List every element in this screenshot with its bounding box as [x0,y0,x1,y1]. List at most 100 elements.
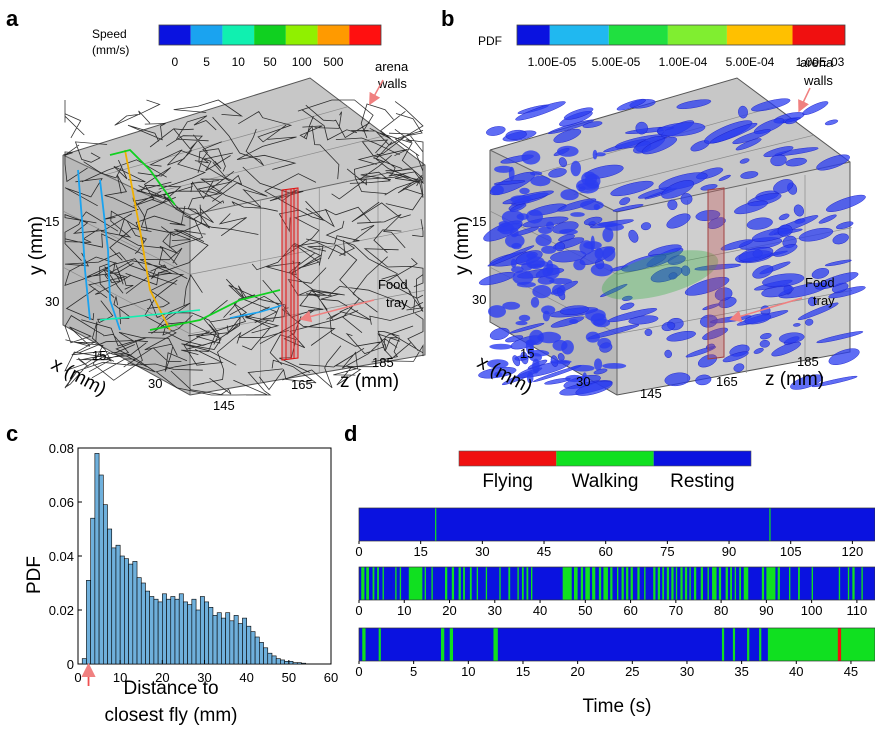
pdf-blob [684,276,730,296]
histogram-ytick-label: 0 [67,657,74,672]
histogram-bar [292,662,298,665]
food-tray-b [707,187,725,360]
speed-colorbar-tick: 50 [263,55,277,69]
ethogram-xlabel: Time (s) [583,696,652,717]
speed-colorbar: 0 5 10 50 100 500 [158,24,382,69]
panel-d: d Flying Walking Resting 0 15 30 45 60 75 90 105 1… [344,421,875,717]
y-tick-a-15: 15 [45,214,59,229]
pdf-blob [530,175,551,187]
pdf-blob [773,244,798,257]
pdf-blob [512,270,534,285]
box-a-top [63,78,425,215]
pdf-blob [509,323,545,334]
pdf-blob [537,276,555,285]
histogram-bar [170,596,176,665]
histogram-xtick-label: 10 [113,670,127,685]
z-axis-label-b: z (mm) [765,369,824,390]
trajectory-veryfast [124,149,171,331]
pdf-blob [610,180,654,197]
pdf-blob [793,204,804,217]
pdf-blob [552,339,568,351]
ethogram-walking-bout [811,567,813,600]
pdf-blob [509,227,519,238]
pdf-blob [759,339,770,348]
ethogram-walking-bout [366,567,369,600]
ethogram-walking-bout [372,567,375,600]
pdf-colorbar: 1.00E-05 5.00E-05 1.00E-04 5.00E-04 1.00E-03 [516,24,846,69]
pdf-blob [602,227,614,243]
histogram-bar [98,474,104,665]
pdf-blob [785,157,807,167]
speed-colorbar-tick: 10 [232,55,246,69]
pdf-blob [661,180,695,199]
histogram-bar [216,612,222,665]
ethogram-walking-bout [610,567,613,600]
speed-legend-title-1: Speed [92,27,127,41]
ethogram-tick-label: 100 [801,603,823,618]
pdf-blob [667,255,686,265]
pdf-blob [542,263,560,280]
ethogram-tick-label: 15 [516,664,530,679]
pdf-blob [502,301,521,310]
pdf-blob [722,351,749,363]
box-a-grid [62,106,426,383]
box-a-edge-2 [189,164,426,216]
ethogram-flying-bout [837,628,842,661]
pdf-blob [541,245,557,254]
histogram-xtick-label: 30 [197,670,211,685]
speed-colorbar-segment [285,25,318,45]
annot-walls-b-2: walls [803,73,833,88]
pdf-blob [511,242,522,250]
behavior-legend: Flying Walking Resting [458,450,752,492]
ethogram-tick-label: 35 [734,664,748,679]
ethogram-walking-bout [574,567,578,600]
ethogram-tick-label: 60 [598,544,612,559]
pdf-blob [526,253,537,259]
trajectory-fast [77,169,91,321]
pdf-blob [489,343,513,350]
pdf-blob [762,273,805,288]
pdf-blob [751,98,791,112]
pdf-blob [628,229,639,243]
ethogram-walking-bout [637,567,640,600]
pdf-blob [583,216,603,226]
pdf-blob [529,353,542,362]
box-a-left [63,155,190,395]
ethogram-walking-bout [508,567,511,600]
ethogram-walking-bout [424,567,426,600]
ethogram-walking-bout [485,567,488,600]
panel-a-letter: a [6,6,19,31]
histogram-ytick-label: 0.06 [49,495,74,510]
x-tick-b-15: 15 [520,346,534,361]
ethogram-walking-bout [766,567,776,600]
panel-a: a Speed (mm/s) 0 5 10 50 100 500 arena walls … [6,6,426,413]
pdf-blob [734,200,768,215]
ethogram-walking-bout [747,628,750,661]
histogram-bar [212,615,218,665]
pdf-blob [744,313,772,325]
pdf-blob [681,265,691,276]
pdf-blob [541,305,556,315]
pdf-blob [557,145,579,157]
ethogram-tick-label: 40 [789,664,803,679]
pdf-blob [621,253,667,272]
pdf-blob [570,212,585,217]
ethogram-walking-bout [739,567,742,600]
ethogram-walking-bout [689,567,691,600]
pdf-colorbar-tick: 1.00E-03 [796,55,845,69]
ethogram-walking-bout [617,567,619,600]
grid-line [62,266,191,335]
pdf-blob [532,358,540,374]
pdf-blob [558,157,567,168]
ethogram-walking-bout [666,567,670,600]
histogram-bar [263,647,269,665]
histogram-bar [221,617,226,665]
histogram-xtick-label: 20 [155,670,169,685]
behavior-legend-label: Resting [670,471,734,492]
pdf-blob [515,320,528,326]
pdf-blob [535,234,552,247]
food-tray-a [281,187,299,361]
pdf-blob [573,259,586,271]
pdf-blob [664,372,691,387]
grid-line [573,135,813,195]
